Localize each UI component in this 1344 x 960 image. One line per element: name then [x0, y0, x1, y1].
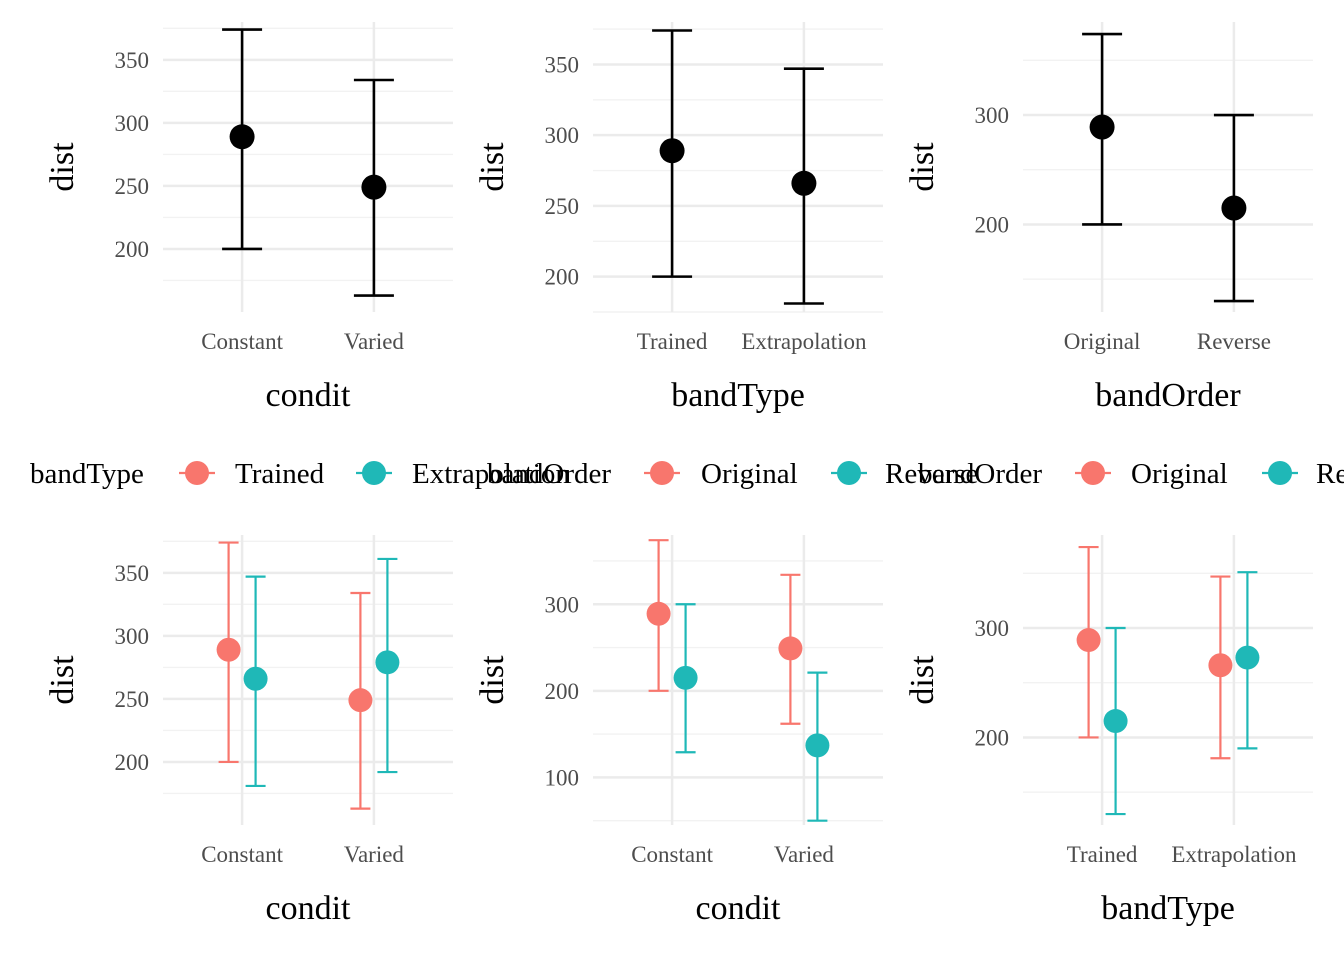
legend-key-point [650, 461, 674, 485]
legend-key-point [837, 461, 861, 485]
x-axis-title: condit [696, 890, 782, 927]
legend-title: bandOrder [487, 458, 611, 490]
legend-label: Reverse [885, 458, 978, 490]
y-axis-title: dist [474, 142, 511, 192]
y-axis-title: dist [904, 142, 941, 192]
x-axis-title: bandType [1101, 890, 1235, 927]
panel-3: 200 300 Original Reverse bandOrder dist [904, 22, 1313, 414]
mean-point [375, 650, 400, 675]
y-tick-label: 200 [975, 212, 1010, 237]
y-tick-label: 200 [115, 237, 150, 262]
y-tick-label: 250 [115, 687, 150, 712]
mean-point [216, 637, 241, 662]
mean-point [791, 170, 817, 196]
mean-point [1235, 645, 1260, 670]
legend-key-point [185, 461, 209, 485]
panel-2: 200 250 300 350 Trained Extrapolation bandType… [474, 22, 883, 414]
panel-5: 100 200 300 Constant Varied condit dist [474, 535, 883, 927]
x-tick-label: Constant [201, 329, 283, 354]
y-tick-label: 200 [115, 750, 150, 775]
x-tick-label: Varied [344, 329, 405, 354]
y-axis-title: dist [904, 655, 941, 705]
y-tick-label: 100 [545, 765, 580, 790]
y-tick-label: 200 [975, 725, 1010, 750]
legend-label: Trained [235, 458, 325, 490]
x-tick-label: Reverse [1197, 329, 1271, 354]
legend-label: Extrapolation [412, 458, 570, 490]
y-axis-title: dist [474, 655, 511, 705]
x-tick-label: Varied [774, 842, 835, 867]
legend-key-point [362, 461, 386, 485]
mean-point [1089, 114, 1115, 140]
legend-label: Original [1131, 458, 1228, 490]
x-axis-title: bandType [671, 377, 805, 414]
y-tick-label: 250 [545, 194, 580, 219]
mean-point [1208, 653, 1233, 678]
y-tick-label: 300 [545, 123, 580, 148]
mean-point [229, 124, 255, 150]
legend-label: Original [701, 458, 798, 490]
mean-point [361, 174, 387, 200]
x-tick-label: Trained [637, 329, 708, 354]
x-tick-label: Original [1064, 329, 1141, 354]
legend-key-point [1268, 461, 1292, 485]
mean-point [1221, 195, 1247, 221]
mean-point [243, 666, 268, 691]
legend-key-point [1081, 461, 1105, 485]
legend-6: bandOrder Original Reverse [918, 458, 1344, 490]
x-axis-title: condit [266, 890, 352, 927]
y-tick-label: 300 [975, 616, 1010, 641]
y-tick-label: 350 [545, 52, 580, 77]
mean-point [805, 733, 830, 758]
mean-point [1076, 628, 1101, 653]
panel-1: 200 250 300 350 Constant Varied condit dist [44, 22, 453, 414]
y-tick-label: 350 [115, 561, 150, 586]
x-tick-label: Varied [344, 842, 405, 867]
y-tick-label: 300 [975, 103, 1010, 128]
x-axis-title: condit [266, 377, 352, 414]
legend-5: bandOrder Original Reverse [487, 458, 978, 490]
x-axis-title: bandOrder [1095, 377, 1241, 414]
legend-4: bandType Trained Extrapolation [30, 458, 570, 490]
y-axis-title: dist [44, 142, 81, 192]
mean-point [659, 138, 685, 164]
legend-label: Reverse [1316, 458, 1344, 490]
panel-6: 200 300 Trained Extrapolation bandType dist [904, 535, 1313, 927]
y-tick-label: 200 [545, 679, 580, 704]
x-tick-label: Extrapolation [741, 329, 867, 354]
y-tick-label: 250 [115, 174, 150, 199]
mean-point [348, 688, 373, 713]
x-tick-label: Constant [201, 842, 283, 867]
y-tick-label: 300 [115, 624, 150, 649]
mean-point [1103, 709, 1128, 734]
y-tick-label: 350 [115, 48, 150, 73]
legend-title: bandType [30, 458, 144, 490]
x-tick-label: Trained [1067, 842, 1138, 867]
legend-title: bandOrder [918, 458, 1042, 490]
y-axis-title: dist [44, 655, 81, 705]
y-tick-label: 300 [545, 592, 580, 617]
y-tick-label: 200 [545, 265, 580, 290]
mean-point [646, 601, 671, 626]
x-tick-label: Extrapolation [1171, 842, 1297, 867]
mean-point [778, 636, 803, 661]
panel-4: 200 250 300 350 Constant Varied condit dist [44, 535, 453, 927]
x-tick-label: Constant [631, 842, 713, 867]
mean-point [673, 665, 698, 690]
y-tick-label: 300 [115, 111, 150, 136]
